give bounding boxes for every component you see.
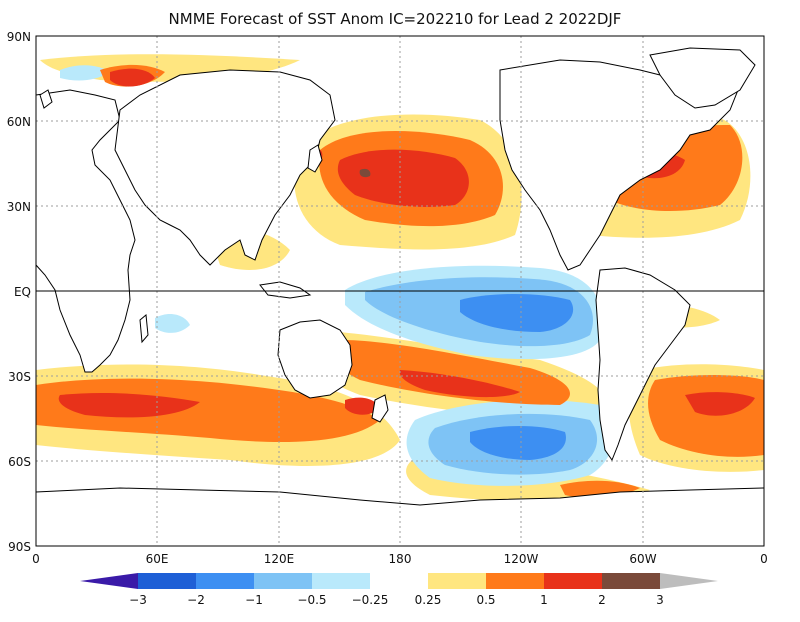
map-title: NMME Forecast of SST Anom IC=202210 for … [169,10,622,28]
y-tick-label: EQ [14,285,31,299]
colorbar-left-arrow [80,573,138,589]
indonesia-islands [259,281,312,299]
x-axis-labels: 0 60E 120E 180 120W 60W 0 [32,552,768,566]
x-tick-label: 180 [389,552,412,566]
australia-landmass [277,319,353,399]
y-tick-label: 90N [7,30,31,44]
y-axis-labels: 90N 60N 30N EQ 30S 60S 90S [7,30,31,554]
x-tick-label: 0 [32,552,40,566]
colorbar-label: 0.5 [476,593,495,607]
y-tick-label: 60N [7,115,31,129]
colorbar-segment [138,573,196,589]
anomaly-strong-cool [460,294,574,460]
colorbar: −3 −2 −1 −0.5 −0.25 0.25 0.5 1 2 3 [80,573,718,607]
map-frame [35,35,765,547]
new-zealand-island [371,394,389,423]
colorbar-segment [544,573,602,589]
colorbar-label: −3 [129,593,147,607]
x-tick-label: 120E [264,552,295,566]
x-tick-label: 0 [760,552,768,566]
y-tick-label: 90S [8,540,31,554]
colorbar-label: 3 [656,593,664,607]
map-panel [35,35,765,547]
colorbar-segment [196,573,254,589]
japan-island [307,144,323,173]
y-tick-label: 30S [8,370,31,384]
x-tick-label: 60W [629,552,656,566]
colorbar-segment [370,573,428,589]
coastlines [35,47,765,547]
colorbar-label: 2 [598,593,606,607]
anomaly-strong-warm [58,68,755,418]
asia-landmass [114,69,336,266]
colorbar-label: 1 [540,593,548,607]
south-america-landmass [595,267,691,462]
colorbar-label: 0.25 [415,593,442,607]
colorbar-right-arrow [660,573,718,589]
uk-island [39,89,53,109]
colorbar-segment [428,573,486,589]
colorbar-segment [486,573,544,589]
colorbar-label: −1 [245,593,263,607]
x-tick-label: 60E [146,552,169,566]
y-tick-label: 30N [7,200,31,214]
x-tick-label: 120W [504,552,539,566]
colorbar-segment [254,573,312,589]
colorbar-segment [312,573,370,589]
madagascar-island [139,314,149,344]
colorbar-label: −0.25 [352,593,389,607]
greenland-landmass [649,47,756,109]
colorbar-label: −0.5 [297,593,326,607]
y-tick-label: 60S [8,455,31,469]
africa-landmass [35,89,136,373]
colorbar-labels: −3 −2 −1 −0.5 −0.25 0.25 0.5 1 2 3 [129,593,664,607]
colorbar-label: −2 [187,593,205,607]
colorbar-segment [602,573,660,589]
